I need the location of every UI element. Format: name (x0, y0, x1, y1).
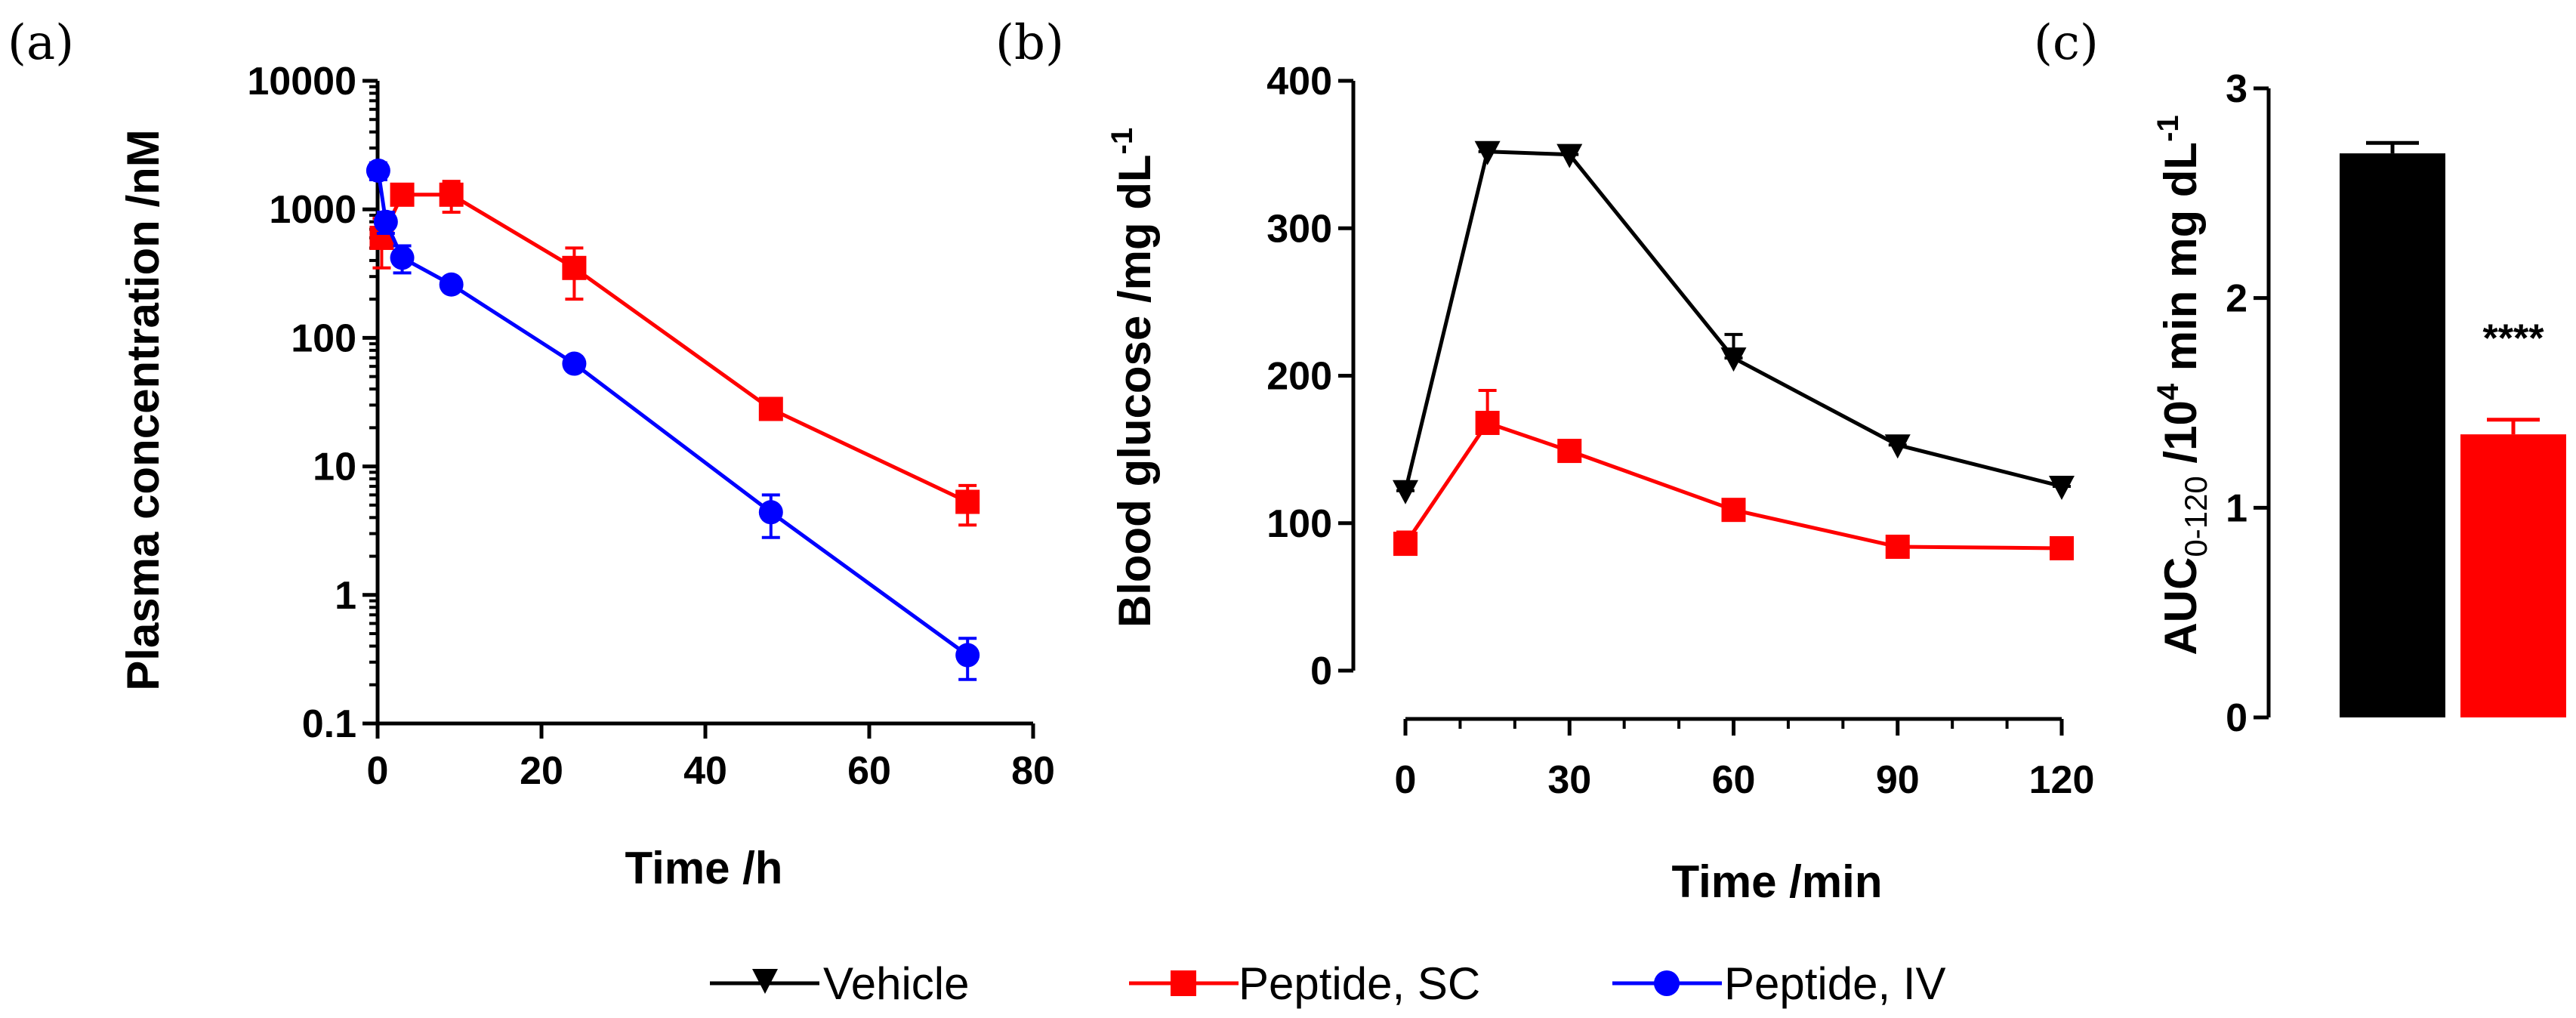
panel-b-xlabel: Time /min (1672, 856, 1883, 907)
panel-a-label: (a) (8, 15, 74, 71)
panel-b-chart: Blood glucose /mg dL-1 Time /min 0 100 200… (1106, 60, 2094, 907)
panel-a-series-1-point (390, 245, 415, 270)
panel-b-xtick-label: 90 (1876, 758, 1920, 802)
panel-b-series-0-line (1403, 150, 2062, 492)
panel-a-series-0-point (439, 182, 464, 207)
panel-b-xtick-label: 0 (1395, 758, 1417, 802)
panel-c-label: (c) (2034, 15, 2099, 71)
panel-a-series-0-point (955, 489, 980, 514)
panel-b-series-1-point (1393, 532, 1418, 557)
panel-c-bar-1 (2460, 434, 2566, 717)
panel-b-series-1-point (1885, 534, 1910, 559)
panel-a-ytick-label: 1 (335, 574, 356, 618)
legend-sc-marker (1171, 970, 1196, 996)
panel-a-series-0-point (758, 396, 783, 421)
panel-c-chart: AUC0-120 /104 min mg dL-1 0 1 2 3 **** (2152, 67, 2566, 740)
legend-iv-marker (1654, 970, 1680, 996)
panel-b-ytick-label: 400 (1266, 60, 1332, 103)
panel-a-series-0-point (390, 182, 415, 207)
panel-c-ylabel-sup: -1 (2152, 115, 2185, 142)
panel-a-series-1-point (366, 158, 390, 183)
panel-b-series-1-point (1475, 410, 1500, 435)
panel-a-series-1-point (439, 272, 464, 297)
panel-a-xtick-label: 80 (1011, 749, 1055, 793)
panel-b-series-1-point (1721, 498, 1746, 523)
panel-b-ytick-label: 200 (1266, 355, 1332, 399)
panel-b-xtick-label: 120 (2029, 758, 2095, 802)
panel-b-series-0-point (1884, 434, 1911, 459)
panel-a-ytick-label: 1000 (269, 188, 356, 232)
panel-b-ylabel: Blood glucose /mg dL-1 (1106, 128, 1160, 628)
legend-iv-label: Peptide, IV (1724, 958, 1946, 1009)
panel-b-ytick-label: 0 (1310, 649, 1332, 693)
panel-b-ylabel-sup: -1 (1106, 128, 1139, 155)
panel-c-ylabel: AUC0-120 /104 min mg dL-1 (2152, 115, 2214, 655)
panel-a-ytick-label: 10 (313, 446, 356, 489)
panel-a-series-1-point (955, 643, 980, 668)
panel-b-ylabel-main: Blood glucose /mg dL (1109, 154, 1160, 628)
panel-a-ytick-label: 100 (291, 316, 356, 360)
panel-c-ytick-label: 0 (2226, 696, 2247, 740)
panel-b-ytick-label: 100 (1266, 502, 1332, 546)
panel-a-xtick-label: 40 (683, 749, 727, 793)
panel-c-ytick-label: 2 (2226, 277, 2247, 321)
panel-a-xtick-label: 0 (367, 749, 389, 793)
panel-c-ytick-label: 3 (2226, 67, 2247, 111)
legend: Vehicle Peptide, SC Peptide, IV (710, 958, 1946, 1009)
panel-c-ylabel-main: AUC (2155, 557, 2206, 656)
panel-a-series-1-line (376, 170, 969, 657)
panel-c-ylabel-sub: 0-120 (2178, 476, 2214, 557)
panel-b-ytick-label: 300 (1266, 207, 1332, 251)
panel-a-ylabel: Plasma concentration /nM (118, 129, 168, 691)
panel-a-ytick-label: 10000 (247, 60, 356, 103)
panel-b-xtick-label: 30 (1547, 758, 1591, 802)
panel-a-series-0-line (380, 193, 969, 504)
panel-b-label: (b) (995, 15, 1064, 71)
panel-c-bar-0 (2340, 153, 2445, 717)
panel-a-series-1-point (562, 351, 587, 376)
panel-c-ylabel-rest: min mg dL (2155, 142, 2206, 384)
panel-c-ytick-label: 1 (2226, 486, 2247, 530)
panel-a-xtick-label: 60 (847, 749, 891, 793)
panel-a-series-0-point (562, 255, 587, 280)
panel-b-series-0-point (1720, 347, 1747, 372)
panel-a-series-1-point (758, 500, 783, 525)
panel-a-ytick-label: 0.1 (302, 702, 356, 746)
panel-b-series-1-point (2050, 535, 2074, 560)
panel-b-series-1-line (1403, 420, 2062, 551)
panel-b-series-0-point (1474, 140, 1501, 165)
panel-c-ylabel-exp: 4 (2152, 383, 2185, 400)
legend-sc-label: Peptide, SC (1239, 958, 1480, 1009)
legend-vehicle-label: Vehicle (823, 958, 969, 1009)
panel-c-ylabel-mid: /10 (2155, 400, 2206, 476)
panel-b-xtick-label: 60 (1712, 758, 1756, 802)
legend-vehicle-marker (752, 969, 778, 994)
panel-b-series-1-point (1557, 439, 1582, 464)
panel-a-chart: Plasma concentration /nM Time /h 0.1 1 10 1… (118, 60, 1055, 893)
panel-a-xlabel: Time /h (625, 843, 783, 893)
panel-b-series-0-point (1393, 480, 1418, 504)
panel-a-series-1-point (373, 209, 398, 234)
panel-b-series-0-point (1556, 143, 1583, 168)
significance-annotation: **** (2483, 317, 2545, 361)
panel-b-series-0-point (2049, 475, 2075, 500)
panel-a-xtick-label: 20 (520, 749, 563, 793)
